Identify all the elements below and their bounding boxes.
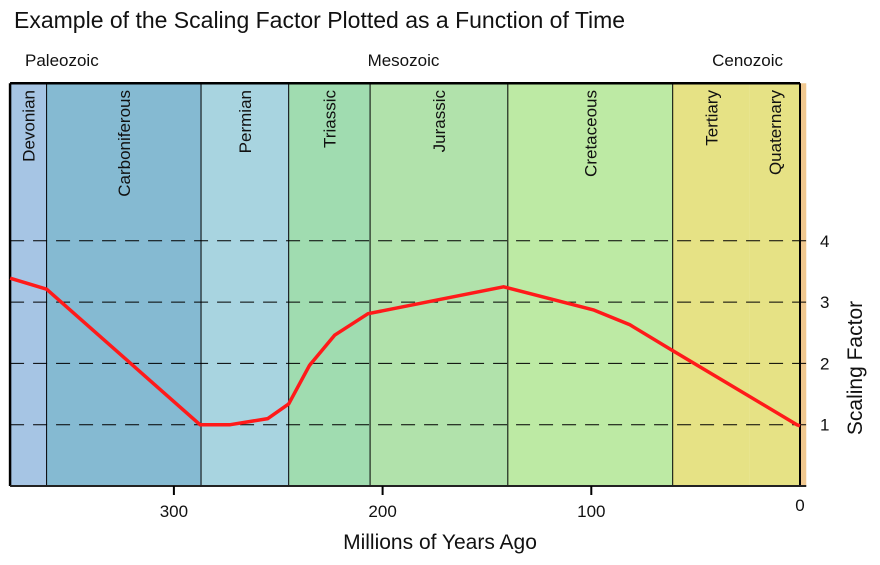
period-label-tertiary: Tertiary bbox=[702, 90, 721, 146]
x-tick-label: 0 bbox=[795, 496, 804, 515]
y-tick-label: 3 bbox=[820, 293, 829, 312]
period-label-cretaceous: Cretaceous bbox=[581, 90, 600, 177]
period-label-jurassic: Jurassic bbox=[430, 90, 449, 153]
period-label-permian: Permian bbox=[236, 90, 255, 153]
period-label-quaternary: Quaternary bbox=[766, 90, 785, 176]
y-tick-label: 4 bbox=[820, 232, 829, 251]
period-label-devonian: Devonian bbox=[19, 90, 38, 162]
period-label-triassic: Triassic bbox=[320, 90, 339, 148]
x-tick-label: 200 bbox=[368, 502, 396, 521]
x-tick-label: 100 bbox=[577, 502, 605, 521]
era-label-cenozoic: Cenozoic bbox=[712, 51, 783, 70]
period-label-carboniferous: Carboniferous bbox=[115, 90, 134, 197]
y-tick-label: 2 bbox=[820, 354, 829, 373]
x-tick-label: 300 bbox=[160, 502, 188, 521]
y-tick-label: 1 bbox=[820, 416, 829, 435]
era-label-mesozoic: Mesozoic bbox=[368, 51, 440, 70]
chart-title: Example of the Scaling Factor Plotted as… bbox=[14, 7, 625, 33]
era-label-paleozoic: Paleozoic bbox=[25, 51, 99, 70]
x-axis-label: Millions of Years Ago bbox=[343, 531, 537, 554]
y-axis-label: Scaling Factor bbox=[844, 301, 867, 435]
